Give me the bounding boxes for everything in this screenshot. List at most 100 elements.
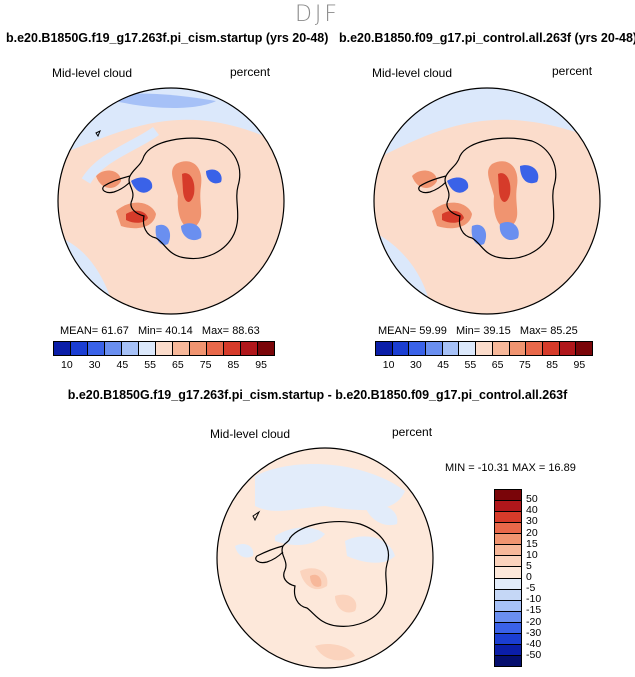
panel-1-colorbar-swatch (88, 342, 105, 355)
difference-colorbar-tick-label: 20 (526, 526, 538, 539)
difference-colorbar-swatch (495, 545, 521, 557)
panel-2-max-label: Max= (519, 325, 548, 337)
panel-2-mean-value: 59.99 (419, 325, 447, 337)
difference-title: b.e20.B1850G.f19_g17.263f.pi_cism.startu… (67, 388, 568, 402)
panel-1-min-value: 40.14 (165, 325, 193, 337)
panel-2-colorbar-tick-label: 45 (437, 359, 449, 371)
panel-1-colorbar-tick-label: 45 (116, 359, 129, 371)
difference-colorbar-swatch (495, 633, 521, 645)
difference-colorbar-tick-label: 40 (526, 504, 538, 517)
panel-1-colorbar-tick-label: 85 (227, 359, 240, 371)
difference-colorbar-tick-label: 15 (526, 537, 538, 550)
panel-2-colorbar-swatch (426, 342, 443, 355)
panel-1-polar-map (57, 87, 285, 315)
difference-colorbar-swatch (495, 622, 521, 634)
difference-colorbar-swatch (495, 578, 521, 590)
difference-colorbar-tick-label: 50 (526, 493, 538, 506)
panel-2-colorbar-swatch (459, 342, 477, 355)
difference-colorbar-swatch (495, 611, 521, 623)
panel-1-mean-label: MEAN= (60, 325, 99, 337)
panel-2-colorbar (375, 341, 593, 356)
panel-2-colorbar-tick-label: 65 (491, 359, 504, 371)
difference-colorbar-tick-label: 5 (526, 559, 532, 572)
difference-colorbar (494, 489, 522, 667)
panel-1-case-title: b.e20.B1850G.f19_g17.263f.pi_cism.startu… (6, 31, 329, 45)
panel-1-colorbar-swatch (105, 342, 122, 355)
difference-colorbar-tick-label: -5 (526, 582, 536, 595)
panel-1-colorbar-swatch (122, 342, 139, 355)
panel-2-variable-label: Mid-level cloud (372, 66, 453, 80)
difference-units-label: percent (392, 425, 433, 439)
season-title: DJF (294, 2, 341, 27)
panel-1-max-value: 88.63 (232, 325, 260, 337)
difference-polar-map (216, 447, 434, 669)
difference-colorbar-tick-label: -30 (526, 626, 542, 639)
panel-1-mean-value: 61.67 (101, 325, 129, 337)
difference-colorbar-tick-label: 10 (526, 548, 538, 561)
panel-2-colorbar-swatch (442, 342, 460, 355)
panel-1-colorbar-swatch (173, 342, 190, 355)
difference-colorbar-tick-label: -20 (526, 615, 542, 628)
difference-colorbar-swatch (495, 512, 521, 524)
difference-colorbar-swatch (495, 600, 521, 612)
panel-1-colorbar-swatch (190, 342, 207, 355)
difference-colorbar-tick-label: -15 (526, 604, 542, 617)
difference-colorbar-swatch (495, 523, 521, 535)
panel-1-colorbar-swatch (71, 342, 88, 355)
difference-stats: MIN = -10.31 MAX = 16.89 (445, 462, 576, 474)
panel-2-colorbar-tick-label: 85 (546, 359, 558, 371)
panel-2-colorbar-swatch (476, 342, 493, 355)
panel-1-colorbar-swatch (139, 342, 156, 355)
difference-colorbar-tick-label: 0 (526, 571, 532, 583)
difference-colorbar-swatch (495, 501, 521, 513)
panel-2-colorbar-swatch (492, 342, 510, 355)
panel-1-variable-label: Mid-level cloud (52, 66, 133, 80)
difference-colorbar-swatch (495, 589, 521, 601)
difference-colorbar-swatch (495, 534, 521, 546)
panel-2-colorbar-swatch (526, 342, 543, 355)
panel-2-min-label: Min= (455, 325, 481, 337)
panel-2-colorbar-swatch (376, 342, 393, 355)
difference-colorbar-swatch (495, 567, 521, 579)
panel-1-units-label: percent (230, 65, 271, 79)
panel-2-case-title: b.e20.B1850.f09_g17.pi_control.all.263f … (339, 31, 635, 45)
panel-2-polar-map (373, 87, 601, 315)
panel-2-colorbar-swatch (576, 342, 592, 355)
difference-colorbar-swatch (495, 655, 521, 666)
difference-colorbar-swatch (495, 644, 521, 656)
difference-variable-label: Mid-level cloud (210, 427, 291, 441)
panel-2-colorbar-swatch (392, 342, 410, 355)
panel-2-colorbar-tick-label: 75 (519, 359, 531, 371)
panel-1-colorbar-swatch (224, 342, 241, 355)
panel-2-units-label: percent (552, 64, 593, 78)
difference-colorbar-swatch (495, 556, 521, 568)
panel-1-colorbar-tick-label: 95 (255, 359, 267, 371)
panel-2-colorbar-tick-label: 55 (464, 359, 477, 371)
panel-1-colorbar-tick-label: 30 (88, 359, 101, 371)
panel-1-colorbar-swatch (258, 342, 274, 355)
panel-1-max-label: Max= (201, 325, 230, 337)
difference-colorbar-ticks: 50 40 30 20 15 10 5 0 -5 -10 -15 -20 -30 -40 -50 (526, 489, 566, 667)
panel-2-mean-label: MEAN= (378, 325, 417, 337)
panel-2-colorbar-tick-label: 10 (382, 359, 395, 371)
difference-colorbar-tick-label: -10 (526, 593, 542, 606)
panel-1-stats: MEAN= 61.67 Min= 40.14 Max= 88.63 (60, 325, 260, 337)
panel-2-colorbar-swatch (542, 342, 560, 355)
panel-1-colorbar (53, 341, 275, 356)
panel-1-colorbar-tick-label: 55 (144, 359, 156, 371)
panel-1-colorbar-tick-label: 10 (61, 359, 73, 371)
panel-1-colorbar-swatch (207, 342, 224, 355)
panel-1-colorbar-tick-label: 65 (172, 359, 184, 371)
panel-2-colorbar-ticks: 10 30 45 55 65 75 85 95 (375, 359, 593, 373)
panel-2-colorbar-tick-label: 95 (573, 359, 586, 371)
panel-1-colorbar-tick-label: 75 (199, 359, 212, 371)
panel-1-colorbar-swatch (241, 342, 258, 355)
panel-2-colorbar-tick-label: 30 (410, 359, 422, 371)
difference-colorbar-tick-label: 30 (526, 515, 538, 528)
difference-colorbar-swatch (495, 490, 521, 502)
panel-1-colorbar-ticks: 10 30 45 55 65 75 85 95 (53, 359, 275, 373)
panel-2-colorbar-swatch (409, 342, 427, 355)
panel-2-colorbar-swatch (559, 342, 577, 355)
panel-2-min-value: 39.15 (483, 325, 511, 337)
panel-1-colorbar-swatch (156, 342, 173, 355)
